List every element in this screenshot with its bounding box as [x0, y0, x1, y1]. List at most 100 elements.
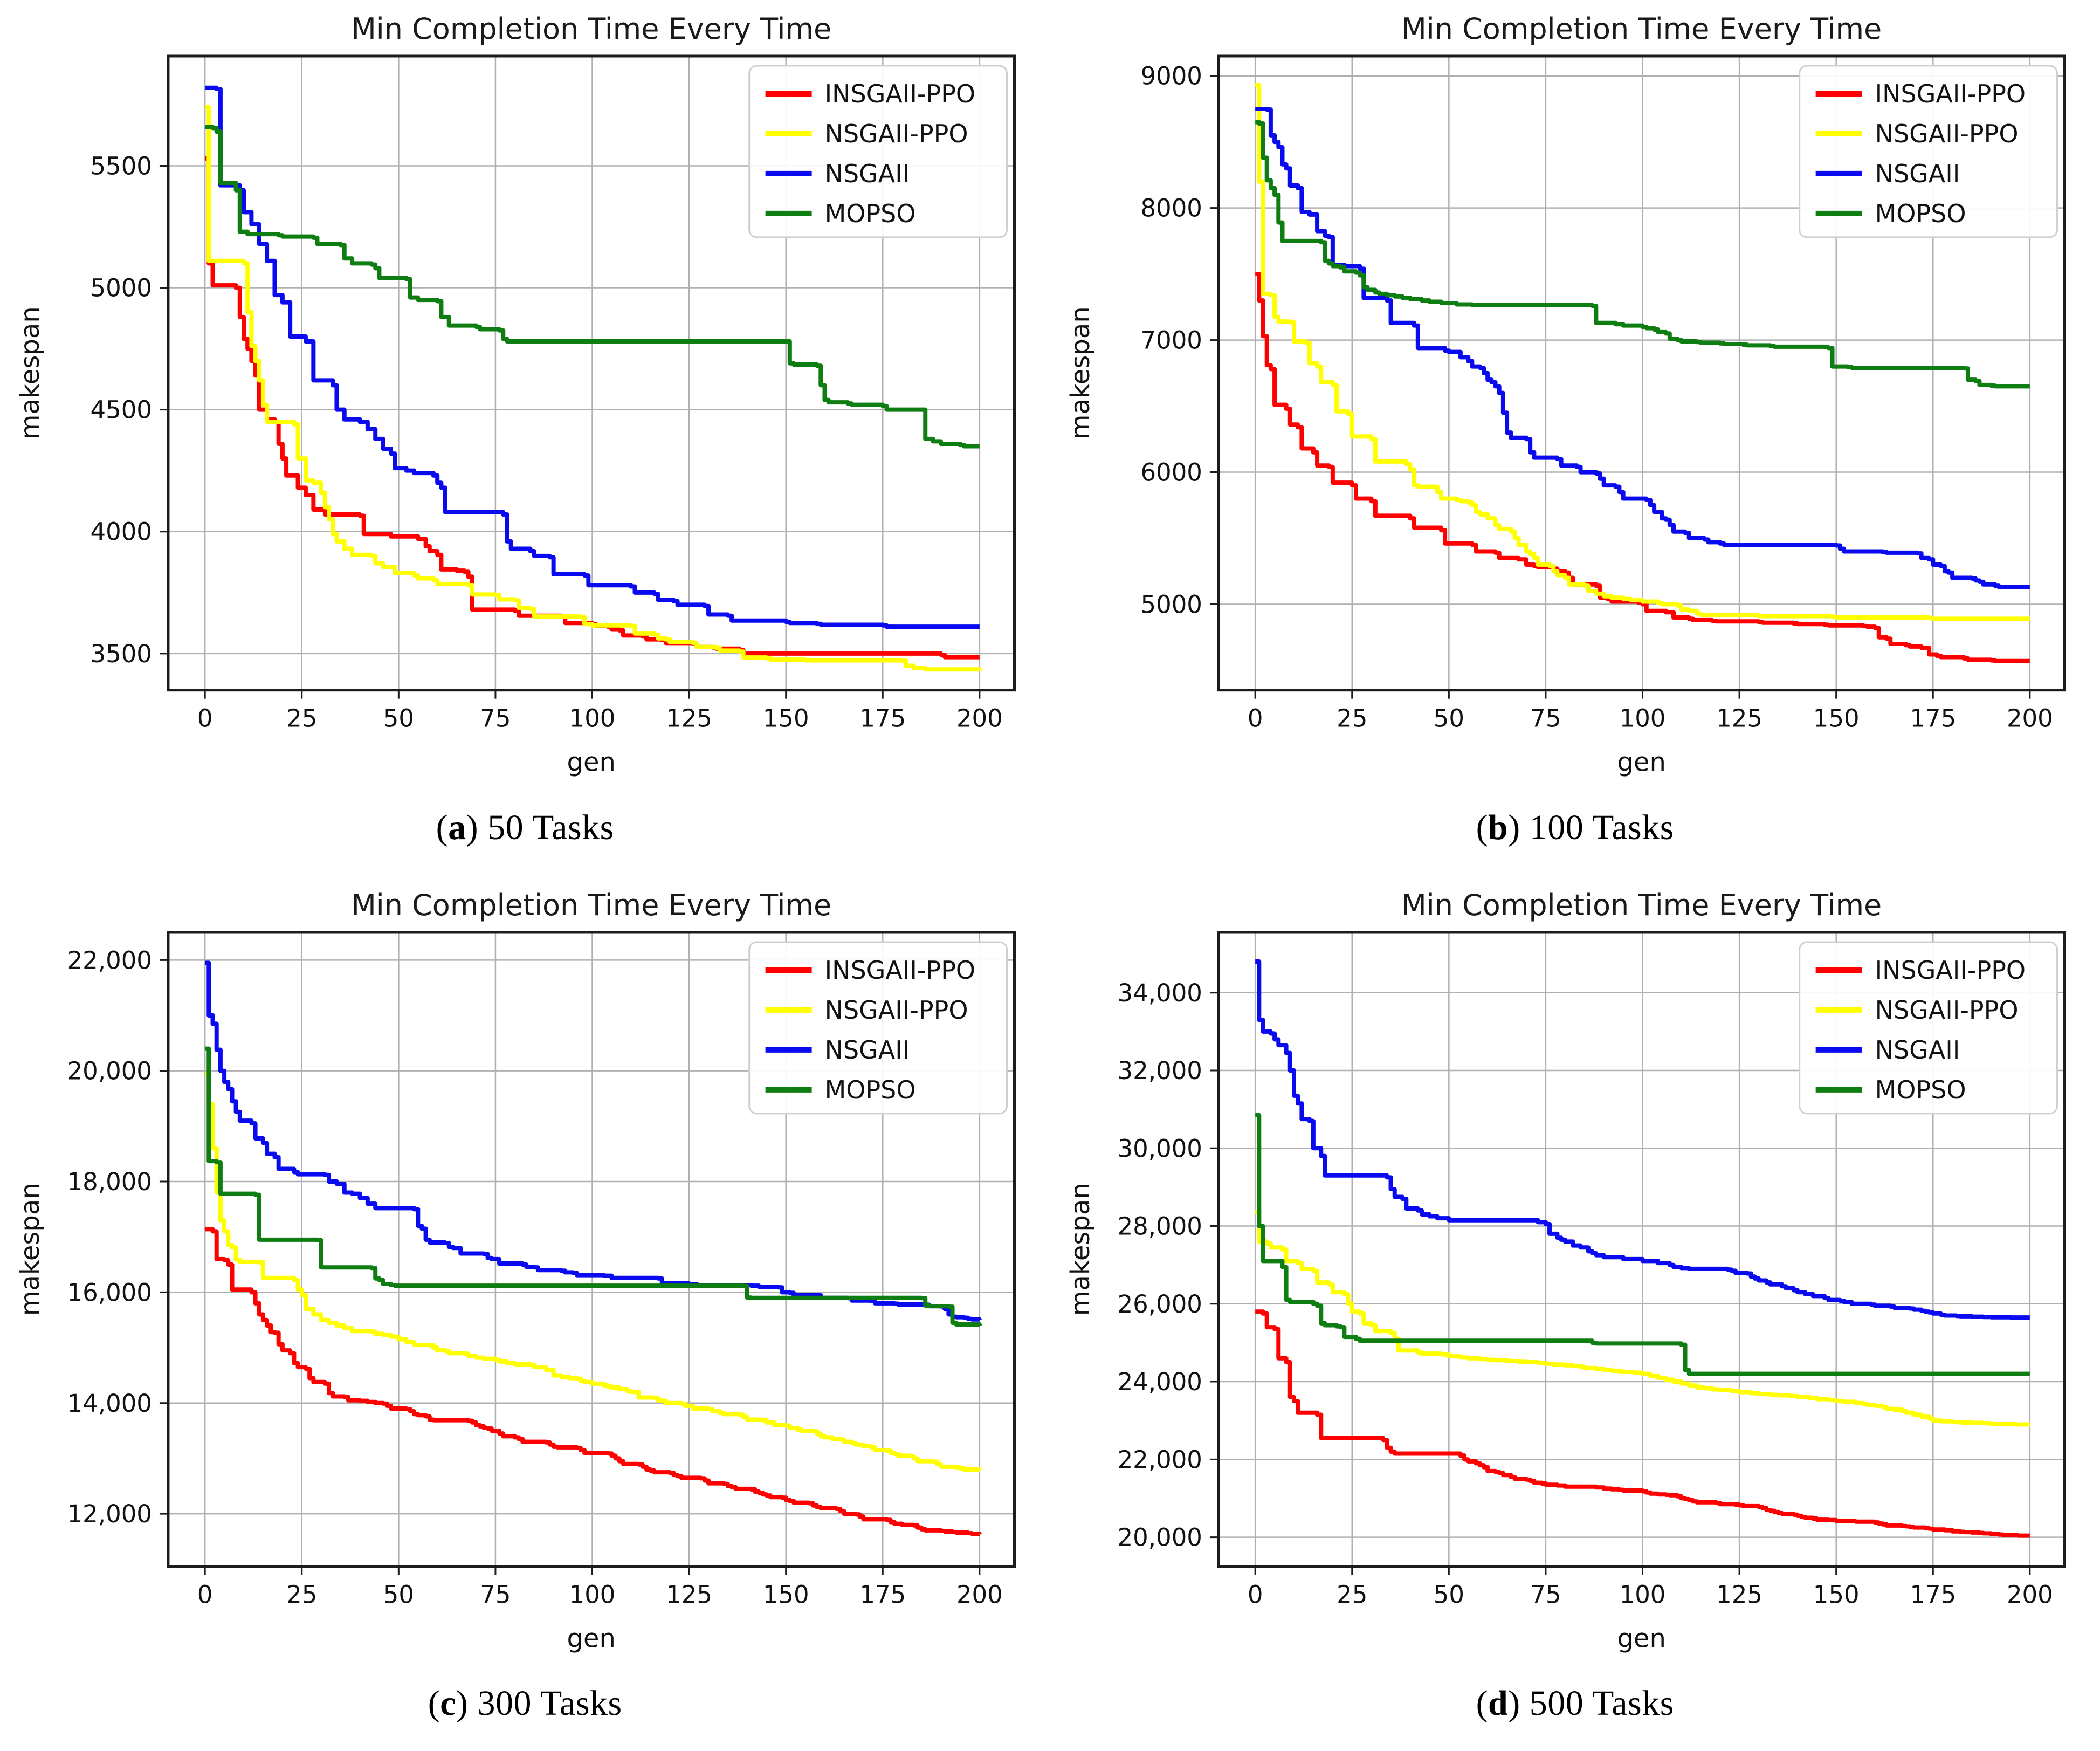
- chart-c-caption-open: (: [428, 1684, 440, 1723]
- chart-title: Min Completion Time Every Time: [351, 888, 831, 922]
- y-tick-label: 6000: [1140, 458, 1202, 487]
- chart-b-caption-open: (: [1476, 808, 1488, 847]
- chart-a-caption-label: 50 Tasks: [487, 808, 614, 847]
- chart-c-caption-label: 300 Tasks: [478, 1684, 622, 1723]
- y-tick-label: 14,000: [67, 1389, 152, 1417]
- y-tick-label: 26,000: [1117, 1289, 1202, 1318]
- x-tick-label: 75: [1530, 1580, 1561, 1609]
- chart-d-caption-open: (: [1476, 1684, 1488, 1723]
- x-tick-label: 0: [1247, 704, 1263, 733]
- y-tick-label: 9000: [1140, 62, 1202, 91]
- legend-label-insgaii-ppo: INSGAII-PPO: [1875, 956, 2026, 985]
- x-tick-label: 200: [956, 704, 1003, 733]
- legend-label-mopso: MOPSO: [1875, 199, 1966, 228]
- y-tick-label: 4000: [90, 518, 152, 546]
- chart-title: Min Completion Time Every Time: [1401, 888, 1882, 922]
- legend-label-nsgaii-ppo: NSGAII-PPO: [825, 119, 968, 148]
- chart-title: Min Completion Time Every Time: [1401, 12, 1882, 46]
- x-tick-label: 150: [763, 704, 809, 733]
- x-tick-label: 0: [1247, 1580, 1263, 1609]
- y-tick-label: 8000: [1140, 194, 1202, 223]
- y-tick-label: 7000: [1140, 326, 1202, 355]
- legend-label-nsgaii: NSGAII: [1875, 1035, 1960, 1065]
- x-tick-label: 125: [1716, 1580, 1762, 1609]
- chart-b-caption: (b) 100 Tasks: [1476, 807, 1674, 848]
- legend-label-insgaii-ppo: INSGAII-PPO: [825, 956, 976, 985]
- y-axis-label: makespan: [15, 1183, 45, 1316]
- y-tick-label: 22,000: [1117, 1445, 1202, 1474]
- chart-d-caption-letter: d: [1488, 1684, 1508, 1723]
- x-tick-label: 175: [859, 704, 906, 733]
- x-tick-label: 75: [1530, 704, 1561, 733]
- legend: INSGAII-PPO NSGAII-PPO NSGAII MOPSO: [1799, 942, 2057, 1114]
- chart-c-caption-letter: c: [440, 1684, 456, 1723]
- x-tick-label: 125: [666, 704, 712, 733]
- x-tick-label: 100: [569, 704, 616, 733]
- y-tick-label: 34,000: [1117, 978, 1202, 1007]
- x-tick-label: 25: [1337, 1580, 1367, 1609]
- x-tick-label: 25: [286, 704, 317, 733]
- chart-b-caption-close: ): [1508, 808, 1520, 847]
- y-axis-label: makespan: [1065, 306, 1095, 440]
- x-tick-label: 150: [1813, 704, 1859, 733]
- chart-a-caption-letter: a: [448, 808, 466, 847]
- x-tick-label: 50: [383, 704, 414, 733]
- y-tick-label: 24,000: [1117, 1368, 1202, 1396]
- y-tick-label: 18,000: [67, 1168, 152, 1196]
- x-tick-label: 125: [666, 1580, 712, 1609]
- legend-label-nsgaii-ppo: NSGAII-PPO: [1875, 119, 2018, 148]
- chart-a-caption: (a) 50 Tasks: [436, 807, 614, 848]
- x-axis-label: gen: [567, 1623, 616, 1653]
- x-tick-label: 25: [1337, 704, 1367, 733]
- y-tick-label: 20,000: [1117, 1523, 1202, 1551]
- chart-d-caption: (d) 500 Tasks: [1476, 1683, 1674, 1724]
- x-axis-label: gen: [1617, 747, 1665, 778]
- legend-label-nsgaii: NSGAII: [825, 1035, 910, 1065]
- x-tick-label: 100: [569, 1580, 616, 1609]
- chart-d-caption-label: 500 Tasks: [1530, 1684, 1674, 1723]
- x-tick-label: 0: [197, 704, 213, 733]
- x-tick-label: 150: [763, 1580, 809, 1609]
- legend-label-mopso: MOPSO: [825, 199, 916, 228]
- y-tick-label: 32,000: [1117, 1056, 1202, 1085]
- x-tick-label: 175: [859, 1580, 906, 1609]
- y-axis-label: makespan: [15, 306, 45, 440]
- legend-label-insgaii-ppo: INSGAII-PPO: [1875, 79, 2026, 108]
- x-tick-label: 50: [1433, 704, 1464, 733]
- x-tick-label: 125: [1716, 704, 1762, 733]
- x-tick-label: 150: [1813, 1580, 1859, 1609]
- chart-title: Min Completion Time Every Time: [351, 12, 831, 46]
- y-tick-label: 3500: [90, 640, 152, 668]
- x-tick-label: 100: [1619, 704, 1665, 733]
- chart-c-caption: (c) 300 Tasks: [428, 1683, 622, 1724]
- chart-b-caption-letter: b: [1488, 808, 1508, 847]
- chart-b-caption-label: 100 Tasks: [1530, 808, 1674, 847]
- x-tick-label: 200: [956, 1580, 1003, 1609]
- legend-label-mopso: MOPSO: [1875, 1075, 1966, 1104]
- legend-label-insgaii-ppo: INSGAII-PPO: [825, 79, 976, 108]
- x-tick-label: 100: [1619, 1580, 1665, 1609]
- legend-label-nsgaii-ppo: NSGAII-PPO: [1875, 995, 2018, 1025]
- y-tick-label: 5000: [90, 274, 152, 303]
- y-axis-label: makespan: [1065, 1183, 1095, 1316]
- y-tick-label: 20,000: [67, 1056, 152, 1085]
- x-tick-label: 175: [1910, 704, 1956, 733]
- x-tick-label: 200: [2006, 704, 2053, 733]
- x-tick-label: 50: [383, 1580, 414, 1609]
- y-tick-label: 28,000: [1117, 1212, 1202, 1240]
- x-axis-label: gen: [567, 747, 616, 778]
- y-tick-label: 30,000: [1117, 1134, 1202, 1163]
- y-tick-label: 12,000: [67, 1500, 152, 1528]
- legend-label-nsgaii-ppo: NSGAII-PPO: [825, 995, 968, 1025]
- chart-d-caption-close: ): [1508, 1684, 1520, 1723]
